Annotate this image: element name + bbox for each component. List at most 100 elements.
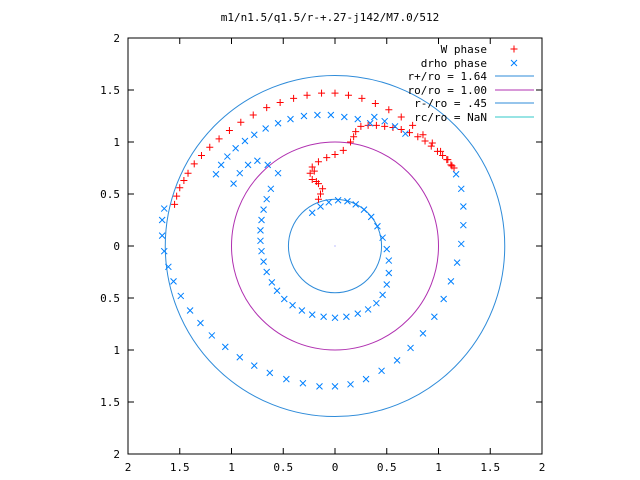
point-1-23 <box>260 206 267 213</box>
point-1-69 <box>250 362 258 369</box>
point-0-50 <box>306 169 314 177</box>
point-1-73 <box>316 383 323 390</box>
point-1-62 <box>170 278 177 285</box>
point-0-33 <box>381 122 389 130</box>
point-0-25 <box>428 139 436 147</box>
point-1-52 <box>344 197 351 205</box>
point-0-4 <box>184 169 192 177</box>
point-0-57 <box>350 133 358 141</box>
point-1-79 <box>407 344 414 352</box>
point-1-64 <box>186 307 194 314</box>
circle-2 <box>287 198 383 294</box>
point-0-8 <box>215 135 223 143</box>
legend-label-1: drho phase <box>421 57 487 70</box>
point-1-63 <box>177 292 185 300</box>
point-1-42 <box>379 291 386 299</box>
point-0-42 <box>443 156 451 164</box>
point-1-80 <box>419 330 427 337</box>
point-1-81 <box>431 313 438 321</box>
point-1-83 <box>447 278 455 285</box>
point-1-39 <box>354 310 362 317</box>
point-1-75 <box>347 380 354 388</box>
point-0-49 <box>308 163 316 171</box>
y-tick-label-4: 0 <box>113 240 120 253</box>
point-0-41 <box>439 152 447 160</box>
series-1 <box>158 111 467 390</box>
point-1-89 <box>452 170 460 178</box>
point-1-26 <box>257 237 264 245</box>
point-1-36 <box>320 313 327 321</box>
point-0-3 <box>180 176 188 184</box>
point-1-21 <box>267 185 275 193</box>
point-0-35 <box>397 126 405 134</box>
y-tick-label-6: 1 <box>113 344 120 357</box>
point-1-72 <box>299 379 307 387</box>
point-0-1 <box>173 192 181 200</box>
y-tick-label-2: 1 <box>113 136 120 149</box>
legend-label-circle-0: r+/ro = 1.64 <box>408 70 488 83</box>
point-1-90 <box>370 113 378 121</box>
point-0-10 <box>237 118 245 126</box>
point-1-20 <box>274 169 282 177</box>
y-tick-label-8: 2 <box>113 448 120 461</box>
point-1-6 <box>262 125 270 132</box>
point-0-14 <box>290 94 298 102</box>
point-1-37 <box>331 314 339 322</box>
legend-label-circle-1: ro/ro = 1.00 <box>408 84 487 97</box>
point-1-31 <box>273 287 281 295</box>
point-1-40 <box>364 306 372 313</box>
point-1-18 <box>254 157 261 165</box>
point-1-76 <box>362 375 370 383</box>
point-0-47 <box>323 154 331 162</box>
reference-circles <box>164 74 506 418</box>
legend-label-0: W phase <box>441 43 487 56</box>
point-0-12 <box>263 104 271 112</box>
legend-marker-0 <box>510 45 518 53</box>
point-1-22 <box>263 195 271 203</box>
point-0-24 <box>419 131 427 139</box>
point-1-58 <box>158 216 166 224</box>
legend-label-circle-3: rc/ro = NaN <box>414 111 487 124</box>
point-1-53 <box>334 196 342 204</box>
point-1-43 <box>383 281 391 288</box>
point-1-51 <box>352 201 360 208</box>
point-1-28 <box>260 258 267 265</box>
y-tick-label-7: 1.5 <box>100 396 120 409</box>
chart-title: m1/n1.5/q1.5/r-+.27-j142/M7.0/512 <box>221 11 440 24</box>
point-1-54 <box>325 198 333 206</box>
point-1-77 <box>378 367 385 375</box>
point-0-32 <box>372 121 380 129</box>
point-1-85 <box>457 240 465 248</box>
point-1-48 <box>374 222 381 230</box>
x-tick-label-4: 0 <box>332 461 339 474</box>
point-1-93 <box>402 130 409 138</box>
point-0-48 <box>314 158 322 166</box>
point-1-15 <box>230 180 237 187</box>
point-0-37 <box>414 133 422 141</box>
point-0-56 <box>352 128 360 136</box>
point-1-88 <box>457 185 465 193</box>
point-0-36 <box>406 129 414 137</box>
point-0-5 <box>190 160 198 168</box>
point-1-19 <box>264 161 272 169</box>
point-1-44 <box>385 269 393 277</box>
x-tick-label-8: 2 <box>539 461 546 474</box>
y-tick-label-1: 1.5 <box>100 84 120 97</box>
point-0-7 <box>206 143 214 151</box>
point-1-2 <box>224 153 231 160</box>
point-0-38 <box>421 137 429 145</box>
point-1-34 <box>298 307 306 314</box>
point-1-1 <box>217 161 225 169</box>
point-1-45 <box>385 257 393 264</box>
y-tick-label-3: 0.5 <box>100 188 120 201</box>
point-1-8 <box>287 115 294 123</box>
point-0-20 <box>371 100 379 108</box>
point-1-61 <box>165 263 172 271</box>
point-1-25 <box>257 227 264 234</box>
point-0-6 <box>197 152 205 160</box>
point-1-7 <box>274 119 282 127</box>
center-point <box>334 245 336 247</box>
point-0-13 <box>276 98 284 106</box>
point-0-29 <box>450 164 458 172</box>
